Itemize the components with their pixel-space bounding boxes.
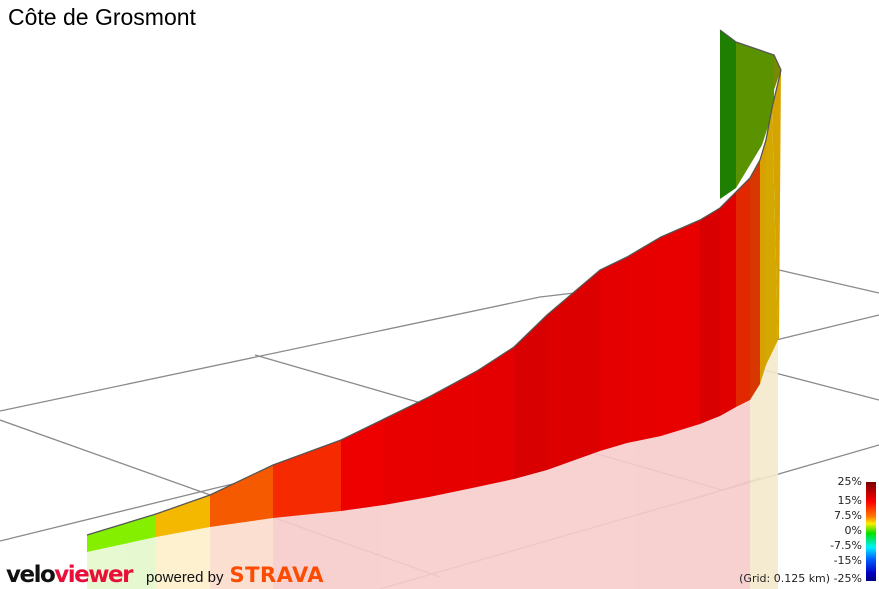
legend-label-25: 25% (837, 475, 862, 488)
powered-by-text: powered by (145, 569, 224, 586)
page-title: Côte de Grosmont (8, 4, 196, 30)
grid-scale-note: (Grid: 0.125 km) (739, 572, 831, 585)
climb-segments (86, 69, 782, 552)
legend-label-neg-15: -15% (833, 554, 862, 567)
legend-label-7-5: 7.5% (834, 509, 862, 522)
legend-label-15: 15% (837, 494, 862, 507)
legend-label-0: 0% (844, 524, 862, 537)
gradient-legend: 25% 15% 7.5% 0% -7.5% -15% (Grid: 0.125 … (739, 475, 862, 585)
strava-logo[interactable]: STRAVA (229, 563, 325, 587)
legend-label-neg-7-5: -7.5% (830, 539, 862, 552)
top-flat-section (719, 29, 782, 199)
legend-label-neg-25: -25% (833, 572, 862, 585)
gradient-color-scale (866, 482, 876, 581)
veloviewer-logo[interactable]: veloviewer (6, 562, 133, 588)
branding: veloviewer powered by STRAVA (6, 562, 324, 588)
legend-footer: (Grid: 0.125 km) -25% (739, 572, 862, 585)
